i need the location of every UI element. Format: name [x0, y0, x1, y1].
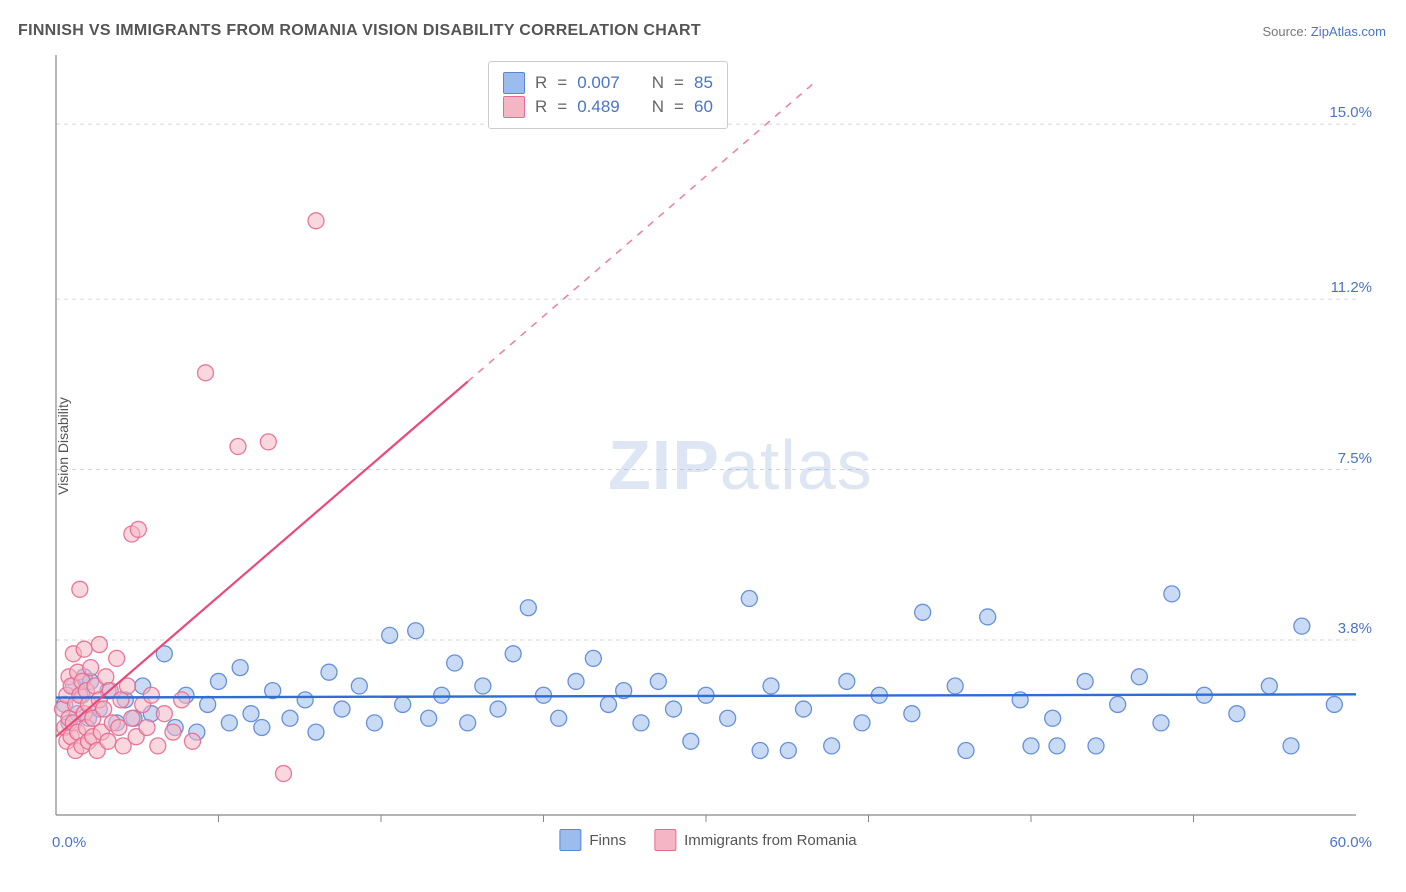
legend: Finns Immigrants from Romania — [559, 829, 856, 851]
legend-label: Finns — [589, 832, 626, 849]
legend-item: Finns — [559, 829, 626, 851]
stat-eq: = — [674, 97, 684, 117]
stat-r-label: R — [535, 97, 547, 117]
y-tick-label: 3.8% — [1312, 620, 1372, 637]
correlation-stats-box: R = 0.007 N = 85 R = 0.489 N = 60 — [488, 61, 728, 129]
stat-eq: = — [557, 97, 567, 117]
source-prefix: Source: — [1262, 24, 1310, 39]
stats-row: R = 0.007 N = 85 — [503, 72, 713, 94]
y-tick-label: 7.5% — [1312, 450, 1372, 467]
legend-swatch — [559, 829, 581, 851]
stat-n-label: N — [652, 73, 664, 93]
series-swatch — [503, 96, 525, 118]
chart-plot-area: ZIPatlas R=0.007N=85R=0.489N=60 3.8%7.5%… — [48, 55, 1368, 825]
stat-eq: = — [557, 73, 567, 93]
stat-r-value: 0.007 — [577, 73, 620, 93]
source-attribution: Source: ZipAtlas.com — [1262, 24, 1386, 39]
source-link[interactable]: ZipAtlas.com — [1311, 24, 1386, 39]
x-axis-max-label: 60.0% — [1329, 834, 1372, 851]
y-tick-label: 11.2% — [1312, 279, 1372, 296]
stat-n-value: 60 — [694, 97, 713, 117]
legend-label: Immigrants from Romania — [684, 832, 857, 849]
stat-r-value: 0.489 — [577, 97, 620, 117]
chart-title: FINNISH VS IMMIGRANTS FROM ROMANIA VISIO… — [18, 22, 701, 40]
legend-swatch — [654, 829, 676, 851]
series-swatch — [503, 72, 525, 94]
stat-r-label: R — [535, 73, 547, 93]
stat-n-label: N — [652, 97, 664, 117]
stat-n-value: 85 — [694, 73, 713, 93]
x-axis-min-label: 0.0% — [52, 834, 86, 851]
stats-row: R = 0.489 N = 60 — [503, 96, 713, 118]
stat-eq: = — [674, 73, 684, 93]
legend-item: Immigrants from Romania — [654, 829, 857, 851]
scatter-chart-svg — [48, 55, 1356, 825]
y-tick-label: 15.0% — [1312, 104, 1372, 121]
